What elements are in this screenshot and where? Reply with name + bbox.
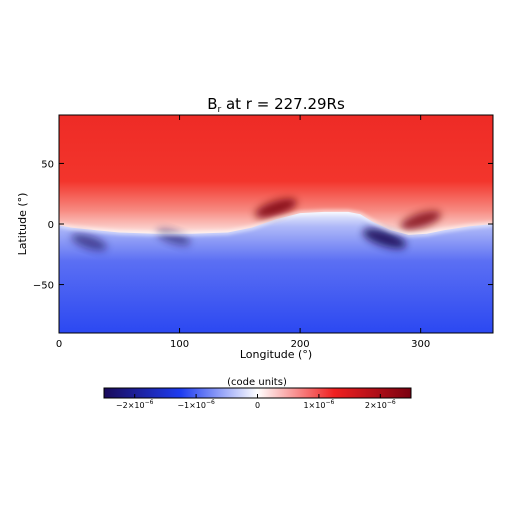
colorbar-tick-label: 2×10−6 bbox=[365, 399, 396, 410]
colorbar-tick-label: 0 bbox=[255, 401, 260, 410]
y-axis-label: Latitude (°) bbox=[16, 193, 29, 256]
plot-area bbox=[59, 115, 493, 333]
field-feature-negative bbox=[71, 233, 107, 251]
colorbar-ticks: −2×10−6 −1×10−6 0 1×10−6 2×10−6 bbox=[116, 394, 396, 410]
x-tick-label: 100 bbox=[170, 339, 189, 350]
title-subscript: r bbox=[217, 105, 221, 115]
colorbar-tick-label: 1×10−6 bbox=[303, 399, 334, 410]
y-axis: −50 0 50 bbox=[33, 159, 493, 292]
y-tick-label: −50 bbox=[33, 281, 54, 292]
y-tick-label: 0 bbox=[48, 220, 54, 231]
chart-title: Br at r = 227.29Rs bbox=[207, 95, 345, 115]
field-feature-negative bbox=[362, 228, 407, 249]
x-axis-label: Longitude (°) bbox=[240, 348, 312, 361]
neutral-line bbox=[59, 210, 493, 237]
x-axis: 0 100 200 300 bbox=[56, 115, 430, 350]
y-tick-label: 50 bbox=[41, 159, 54, 170]
field-feature-positive bbox=[400, 210, 441, 230]
colorbar-tick-label: −1×10−6 bbox=[177, 399, 215, 410]
x-tick-label: 0 bbox=[56, 339, 62, 350]
colorbar-tick-label: −2×10−6 bbox=[116, 399, 154, 410]
x-tick-label: 300 bbox=[411, 339, 430, 350]
colorbar-label: (code units) bbox=[227, 377, 287, 388]
field-feature-positive bbox=[255, 198, 297, 219]
x-tick-label: 200 bbox=[291, 339, 310, 350]
